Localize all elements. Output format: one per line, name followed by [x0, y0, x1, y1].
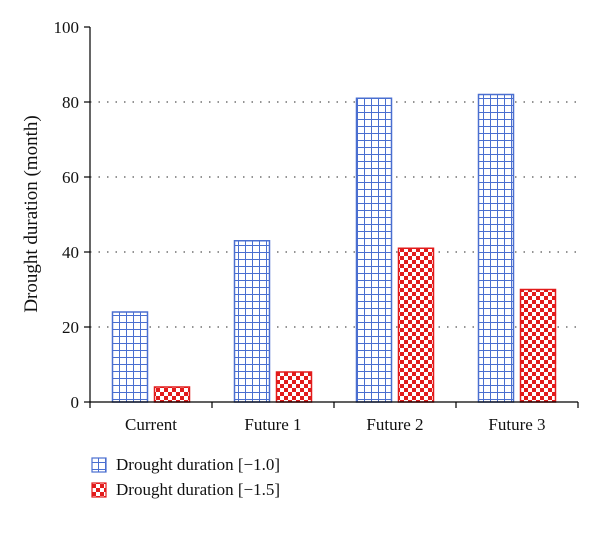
legend-swatch-1 [91, 457, 107, 473]
bar-series-2 [519, 288, 557, 403]
bar-series-1 [477, 93, 515, 403]
x-tick-label: Future 3 [488, 415, 545, 434]
y-tick-label: 20 [62, 318, 79, 337]
y-tick-label: 80 [62, 93, 79, 112]
x-tick-label: Future 2 [366, 415, 423, 434]
x-tick-label: Current [125, 415, 177, 434]
bar-series-1 [233, 240, 271, 403]
y-tick-label: 40 [62, 243, 79, 262]
y-tick-label: 0 [71, 393, 80, 412]
y-ticks: 0 20 40 60 80 100 [54, 18, 90, 412]
x-tick-label: Future 1 [244, 415, 301, 434]
bar-series-1 [111, 311, 149, 403]
y-tick-label: 60 [62, 168, 79, 187]
bars [111, 93, 557, 403]
y-tick-label: 100 [54, 18, 80, 37]
bar-series-2 [397, 247, 435, 403]
x-ticks: Current Future 1 Future 2 Future 3 [89, 402, 579, 434]
legend-label-2: Drought duration [−1.5] [116, 480, 280, 499]
bar-series-1 [355, 97, 393, 403]
legend: Drought duration [−1.0] Drought duration … [91, 455, 280, 499]
legend-swatch-2 [91, 482, 107, 498]
legend-label-1: Drought duration [−1.0] [116, 455, 280, 474]
y-axis-title: Drought duration (month) [21, 115, 42, 312]
bar-series-2 [275, 371, 313, 403]
bar-series-2 [153, 386, 191, 403]
